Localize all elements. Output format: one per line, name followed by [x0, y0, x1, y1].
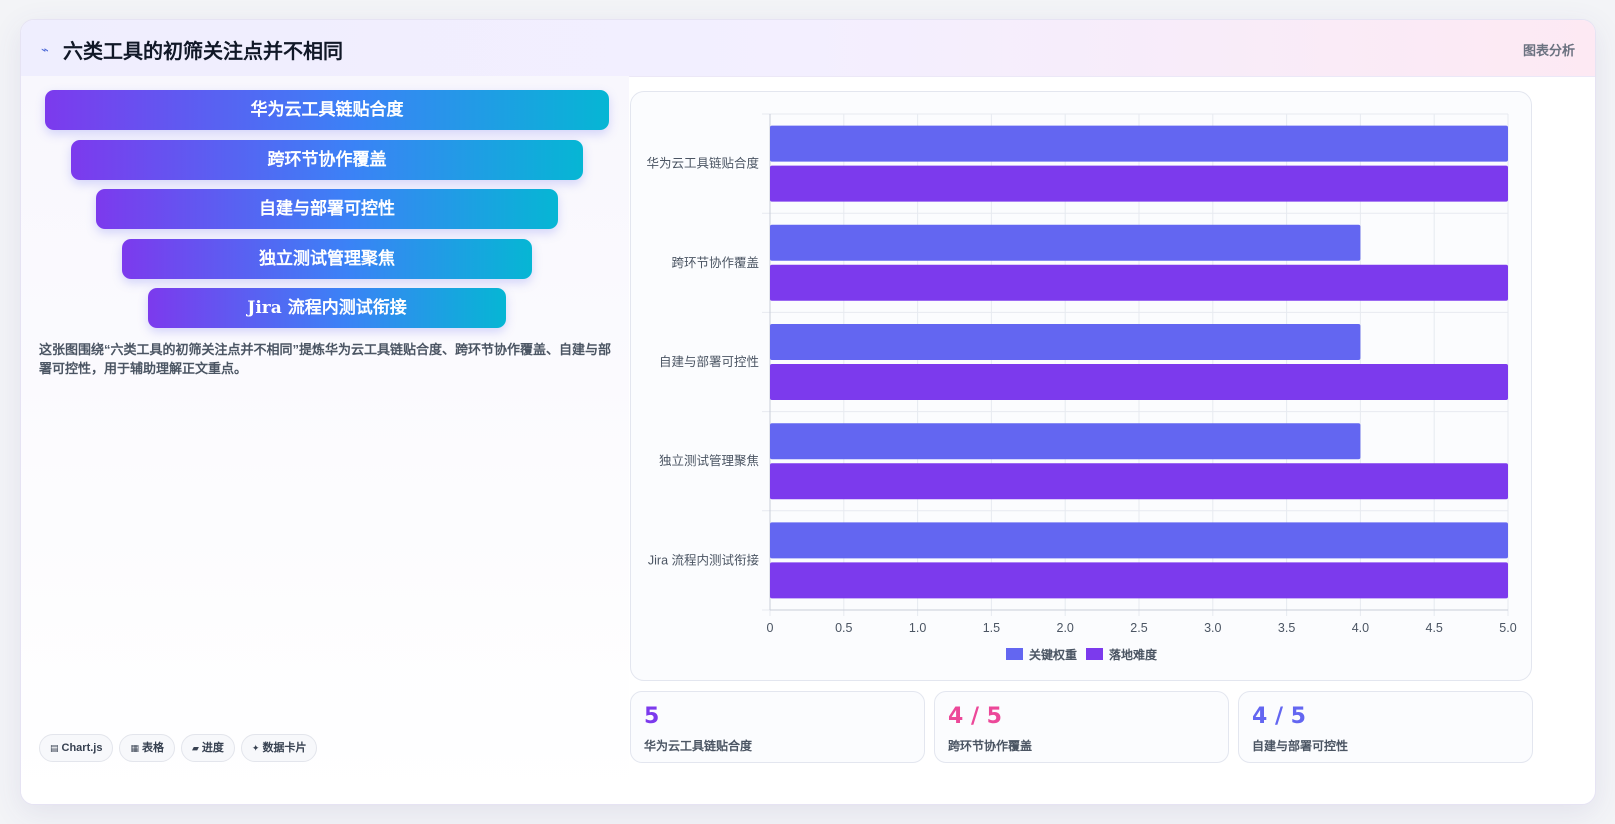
left-panel: 华为云工具链贴合度 跨环节协作覆盖 自建与部署可控性 独立测试管理聚焦 Jira… [21, 76, 629, 804]
legend-label: 落地难度 [1109, 647, 1158, 662]
chart-analysis-label: 图表分析 [1522, 43, 1575, 58]
card-header: ⌁ 六类工具的初筛关注点并不相同 图表分析 [21, 20, 1595, 77]
y-tick-label: Jira 流程内测试衔接 [648, 552, 760, 567]
stat-label: 华为云工具链贴合度 [644, 739, 753, 753]
x-tick-label: 3.0 [1204, 621, 1221, 635]
stat-value: 4 / 5 [1252, 704, 1306, 729]
funnel-step-1: 华为云工具链贴合度 [45, 90, 609, 130]
chart-card: ⌁ 六类工具的初筛关注点并不相同 图表分析 华为云工具链贴合度 跨环节协作覆盖 … [20, 19, 1596, 805]
progress-icon: ▰ [192, 743, 199, 753]
tag-label: 进度 [201, 742, 224, 754]
bar-difficulty [770, 165, 1508, 202]
funnel-step-3: 自建与部署可控性 [96, 189, 558, 229]
card-title: 六类工具的初筛关注点并不相同 [63, 41, 343, 63]
sparkle-icon: ✦ [251, 743, 260, 753]
bar-chart-panel: 华为云工具链贴合度跨环节协作覆盖自建与部署可控性 独立测试管理聚焦 Jira 流程内… [630, 91, 1532, 681]
stat-card-2: 4 / 5 跨环节协作覆盖 [934, 691, 1229, 763]
tag-label: Chart.js [61, 742, 103, 754]
tag-list: ▤ Chart.js ▦ 表格 ▰ 进度 ✦ 数据卡片 [39, 734, 323, 762]
legend-label: 关键权重 [1029, 647, 1077, 662]
x-tick-label: 1.5 [983, 621, 1000, 635]
bar-key-weight [770, 522, 1508, 559]
bar-key-weight [770, 423, 1361, 460]
x-tick-label: 2.0 [1057, 621, 1074, 635]
bar-difficulty [770, 364, 1508, 400]
tag-label: 表格 [142, 742, 164, 754]
funnel-step-4: 独立测试管理聚焦 [122, 239, 532, 279]
stat-card-1: 5 华为云工具链贴合度 [630, 691, 925, 763]
legend-swatch [1086, 648, 1103, 660]
x-tick-label: 0 [767, 621, 774, 635]
stat-value: 4 / 5 [948, 704, 1002, 729]
bar-key-weight [770, 125, 1508, 162]
bar-difficulty [770, 562, 1508, 599]
bar-difficulty [770, 463, 1508, 500]
stat-value: 5 [644, 704, 660, 729]
y-tick-label: 独立测试管理聚焦 [659, 453, 759, 468]
x-tick-label: 3.5 [1278, 621, 1295, 635]
x-tick-label: 4.5 [1426, 621, 1443, 635]
tag-data-cards[interactable]: ✦ 数据卡片 [240, 734, 318, 762]
x-tick-label: 0.5 [835, 621, 852, 635]
tag-label: 数据卡片 [262, 742, 307, 754]
x-tick-label: 4.0 [1352, 621, 1369, 635]
tag-table[interactable]: ▦ 表格 [119, 734, 175, 762]
y-tick-label: 华为云工具链贴合度 [646, 156, 759, 171]
x-tick-label: 1.0 [909, 621, 926, 635]
y-tick-label: 跨环节协作覆盖 [671, 255, 759, 270]
chart-icon: ▤ [50, 743, 59, 753]
chart-description: 这张图围绕“六类工具的初筛关注点并不相同”提炼华为云工具链贴合度、跨环节协作覆盖… [39, 342, 612, 376]
funnel-step-5: Jira 流程内测试衔接 [148, 288, 506, 328]
stat-card-3: 4 / 5 自建与部署可控性 [1238, 691, 1533, 763]
legend-swatch [1006, 648, 1023, 660]
x-tick-label: 2.5 [1130, 621, 1147, 635]
bar-key-weight [770, 324, 1361, 360]
bar-difficulty [770, 264, 1508, 301]
x-tick-label: 5.0 [1499, 621, 1516, 635]
tag-chartjs[interactable]: ▤ Chart.js [39, 734, 114, 762]
funnel-step-2: 跨环节协作覆盖 [71, 140, 583, 180]
bar-key-weight [770, 224, 1361, 261]
table-icon: ▦ [130, 743, 139, 753]
stat-label: 自建与部署可控性 [1252, 739, 1349, 753]
stat-label: 跨环节协作覆盖 [948, 739, 1033, 753]
pulse-icon: ⌁ [41, 42, 49, 57]
tag-progress[interactable]: ▰ 进度 [181, 734, 235, 762]
y-tick-label: 自建与部署可控性 [659, 354, 759, 369]
